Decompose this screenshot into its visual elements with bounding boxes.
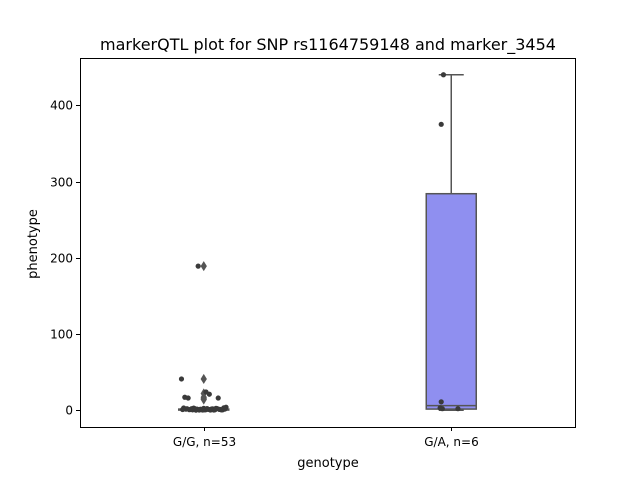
y-axis-label: phenotype (26, 209, 41, 279)
data-point (195, 263, 201, 269)
y-tick-label: 100 (50, 328, 73, 342)
data-point (185, 395, 191, 401)
data-point (188, 406, 195, 412)
data-point (438, 399, 444, 405)
y-tick-label: 400 (50, 99, 73, 113)
outlier-marker (200, 394, 207, 405)
y-tick-label: 300 (50, 176, 73, 190)
data-point (193, 407, 199, 413)
data-point (223, 404, 229, 410)
x-axis-label: genotype (297, 456, 358, 471)
box-iqr (425, 192, 477, 410)
data-point (215, 395, 221, 401)
y-tick-label: 200 (50, 252, 73, 266)
x-tick-label: G/G, n=53 (173, 435, 236, 449)
data-point (200, 407, 206, 413)
data-point (455, 406, 461, 412)
plot-area (178, 72, 477, 413)
x-tick-label: G/A, n=6 (424, 435, 478, 449)
data-point (439, 406, 445, 412)
data-point (213, 405, 219, 411)
outlier-marker (200, 373, 207, 385)
data-point (178, 376, 185, 382)
y-tick-label: 0 (65, 404, 73, 418)
data-point (206, 391, 212, 397)
chart-title: markerQTL plot for SNP rs1164759148 and … (100, 35, 556, 55)
plot-frame (80, 58, 576, 428)
data-point (438, 121, 444, 127)
outlier-marker (200, 261, 207, 272)
data-point (440, 72, 447, 78)
